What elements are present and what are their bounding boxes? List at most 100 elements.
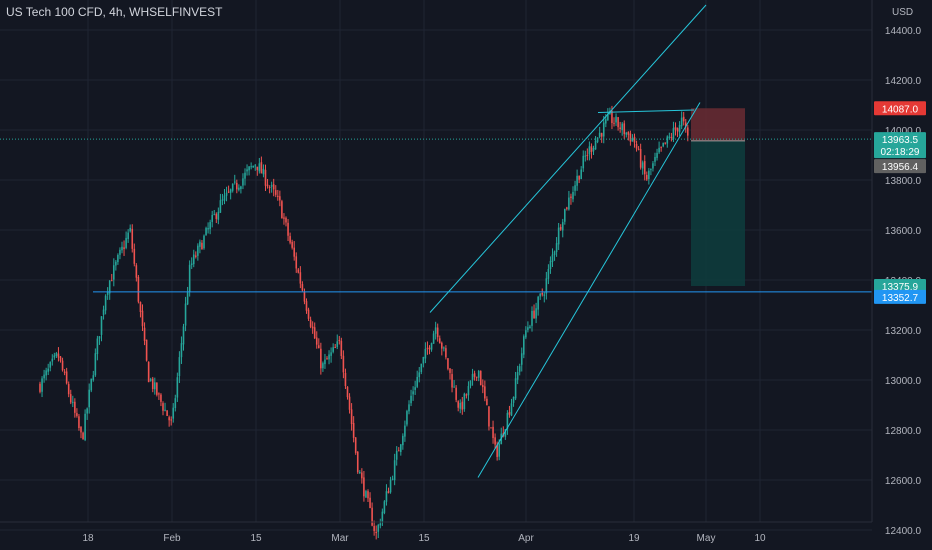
candle [131,228,134,249]
candle [176,377,179,398]
candle [488,406,490,427]
candle [643,161,646,175]
candle [162,403,164,411]
x-tick-label: May [697,533,716,544]
x-tick-label: Feb [163,533,181,544]
candle [233,181,236,183]
candle [143,327,146,341]
candle [307,309,310,319]
candle [619,127,621,130]
candle [537,296,539,310]
candle [43,374,45,379]
candle [379,523,382,526]
candle [180,343,183,358]
candle [182,326,185,345]
candle [576,175,578,186]
candle [151,378,154,389]
entry-price-tag-bg [874,159,926,174]
candle [580,169,582,180]
current-price-tag-label: 13963.5 [882,135,919,146]
candle [477,371,480,378]
candle [590,146,593,153]
candle [45,370,47,376]
price-axis[interactable]: 14400.014200.014000.013800.013600.013400… [871,0,922,537]
candle [346,386,349,398]
candle [149,379,152,381]
candle [568,197,570,210]
candle [55,353,58,356]
candle [525,330,527,338]
candle [359,471,361,474]
candle [684,122,687,127]
candle [211,214,213,222]
candle [637,148,640,150]
candle [47,368,49,372]
candle [293,247,295,257]
candle [160,394,162,402]
candle [621,123,623,131]
candle [498,443,500,457]
candle [426,347,429,349]
current-price-tag-countdown: 02:18:29 [881,147,920,158]
candle [313,327,316,339]
candle [158,393,160,395]
candle [367,491,369,499]
candle [270,185,273,187]
y-tick-label: 14000.0 [885,126,922,137]
support-price-tag-label: 13352.7 [882,293,919,304]
candle [254,165,257,167]
x-tick-label: Mar [331,533,349,544]
candle [650,168,652,170]
candle [78,416,80,429]
candle [434,327,437,334]
candle [229,189,232,193]
candle [61,360,64,371]
candle [596,137,599,142]
candle [127,232,129,240]
candle [428,347,431,350]
candle [566,207,568,209]
candle [680,117,683,127]
candle [607,114,609,120]
candle [221,199,224,201]
candle [687,127,689,136]
candle [51,358,54,362]
candle [264,169,267,186]
candle [65,371,68,384]
candle [529,326,531,329]
candle [436,327,439,338]
candle [455,387,457,400]
candle [309,319,312,327]
candle [516,372,519,380]
current-price-tag-bg [874,132,926,159]
candle [115,261,117,266]
candle [617,117,619,128]
candle [354,437,357,453]
candle [72,401,74,403]
candle [209,222,211,230]
candle [506,413,509,429]
candle [318,345,320,349]
candle [631,138,634,142]
candle [299,272,302,284]
candle [49,362,52,368]
candle [412,391,414,395]
candle [512,396,515,403]
trend-drawings[interactable] [0,4,872,478]
candle [635,143,638,149]
candle [133,248,136,264]
candle [320,348,322,369]
candle [432,333,435,344]
candle [443,347,445,349]
time-axis[interactable]: 18 Feb 15 Mar 15 Apr 19 May 10 [0,521,872,544]
y-tick-label: 13600.0 [885,226,922,237]
candle [373,525,375,531]
candle [410,395,412,404]
candle [135,265,138,278]
candle [504,429,507,437]
candle [615,116,617,123]
candle [658,147,660,153]
candle [385,491,388,502]
candle [545,278,548,294]
